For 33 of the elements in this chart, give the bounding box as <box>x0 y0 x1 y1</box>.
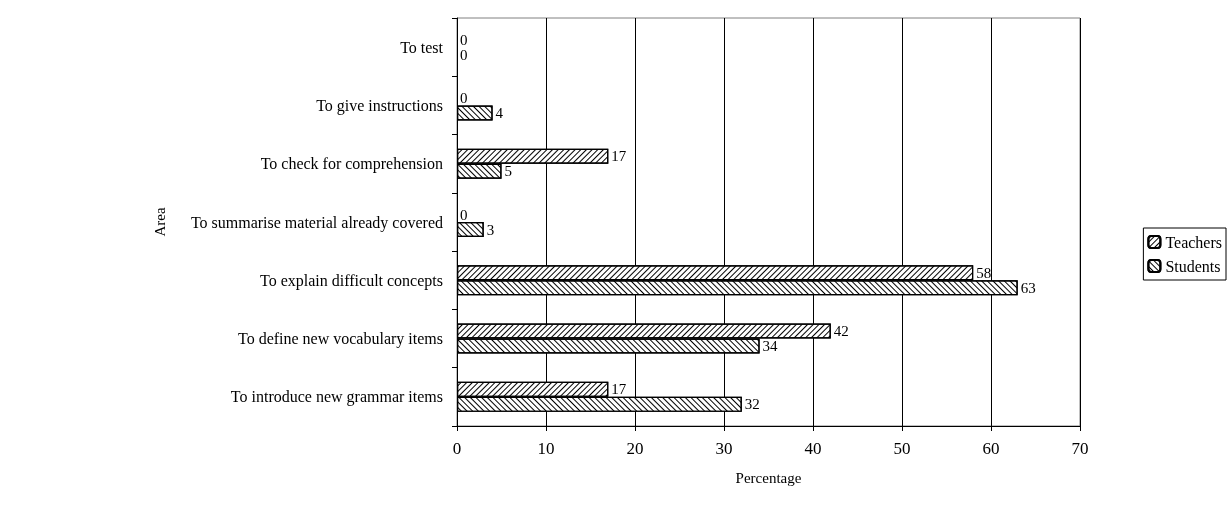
legend-label: Students <box>1165 257 1221 275</box>
y-tick-label: To check for comprehension <box>260 155 443 174</box>
x-tick-label: 40 <box>804 439 822 458</box>
x-tick-label: 50 <box>893 439 911 458</box>
y-tick-label: To introduce new grammar items <box>230 388 443 407</box>
legend-label: Teachers <box>1165 233 1223 251</box>
data-label: 17 <box>611 148 627 165</box>
x-tick-label: 60 <box>982 439 1000 458</box>
data-label: 34 <box>762 338 779 355</box>
y-tick-label: To test <box>400 38 444 56</box>
data-label: 58 <box>976 264 992 281</box>
x-tick-label: 30 <box>715 439 733 458</box>
y-tick-label: To define new vocabulary items <box>237 330 443 349</box>
data-label: 0 <box>460 31 468 48</box>
y-tick-label: To give instructions <box>316 96 443 115</box>
data-label: 0 <box>460 89 468 106</box>
x-tick-label: 10 <box>537 439 555 458</box>
data-label: 17 <box>611 381 627 398</box>
data-label: 3 <box>486 221 495 238</box>
data-label: 4 <box>495 104 504 121</box>
data-label: 32 <box>744 396 760 413</box>
data-label: 63 <box>1020 279 1036 296</box>
x-tick-label: 70 <box>1071 439 1089 458</box>
x-tick-label: 0 <box>452 439 462 458</box>
data-label: 42 <box>833 323 849 340</box>
data-label: 0 <box>460 206 468 223</box>
data-label: 5 <box>504 163 512 180</box>
data-label: 0 <box>460 46 468 63</box>
y-tick-label: To explain difficult concepts <box>260 271 443 290</box>
y-axis-title: Area <box>151 207 168 237</box>
x-axis-title: Percentage <box>735 469 802 486</box>
x-tick-label: 20 <box>626 439 644 458</box>
y-tick-label: To summarise material already covered <box>190 213 443 232</box>
